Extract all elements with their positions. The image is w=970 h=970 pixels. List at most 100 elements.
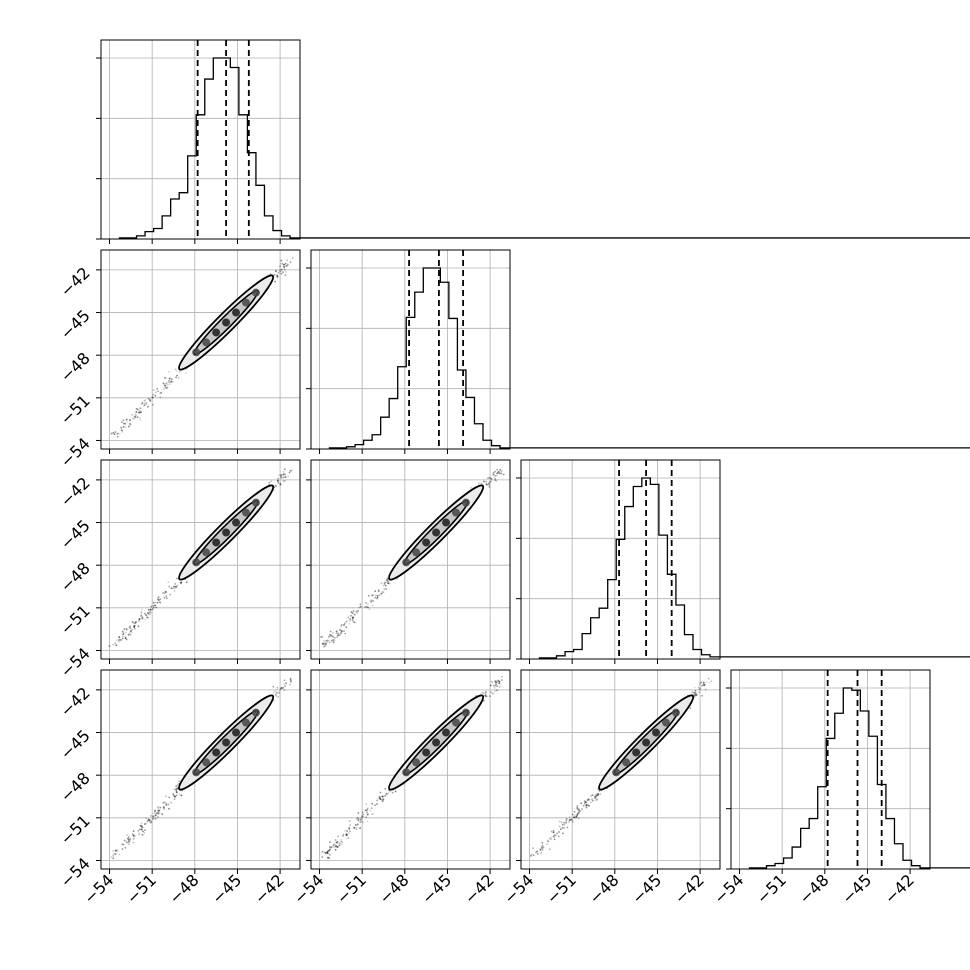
scatter-point [340,630,343,633]
scatter-point [132,834,135,836]
scatter-point [595,799,597,802]
scatter-point [391,791,394,794]
scatter-point [374,590,377,593]
scatter-point [131,833,134,836]
scatter-panel-r3-c1 [306,669,511,874]
scatter-point [133,625,136,628]
scatter-point [147,819,149,822]
scatter-point [380,591,383,594]
scatter-point [323,642,325,645]
scatter-point [550,830,553,833]
scatter-point [330,639,333,642]
scatter-point [493,473,495,476]
scatter-point [365,816,368,819]
scatter-point [280,475,282,478]
scatter-frame [310,459,511,660]
scatter-point [381,795,384,798]
scatter-point [162,382,165,384]
scatter-point [139,417,141,420]
scatter-point [276,275,279,278]
scatter-point [147,818,150,821]
scatter-point [332,638,335,641]
scatter-point [587,804,590,806]
scatter-point [144,829,146,832]
scatter-point [340,629,343,632]
scatter-point [494,474,497,477]
scatter-point [154,809,156,812]
scatter-point [348,820,351,823]
scatter-point [386,577,389,580]
scatter-point [581,808,584,811]
scatter-point [396,578,399,580]
scatter-point [597,792,599,795]
scatter-point [114,642,117,645]
scatter-point [132,841,135,844]
scatter-point [328,853,331,856]
scatter-point [493,690,496,692]
scatter-point [289,677,292,680]
scatter-point [379,797,381,800]
scatter-point [482,692,485,695]
scatter-point [286,264,289,266]
scatter-point [488,481,491,483]
scatter-point [115,644,118,647]
scatter-point [175,376,177,379]
scatter-point [324,644,327,647]
scatter-point [120,426,123,429]
scatter-point [167,807,170,810]
scatter-point [325,640,327,642]
scatter-point [335,845,337,847]
scatter-point [279,482,282,485]
y-tick-label: −42 [57,683,94,720]
scatter-point [279,265,281,268]
scatter-point [576,807,579,810]
scatter-point [490,477,493,480]
scatter-point [325,643,327,645]
scatter-point [574,816,577,819]
scatter-point [276,686,279,689]
scatter-point [595,793,598,796]
scatter-point [118,853,121,856]
scatter-point [539,848,542,851]
scatter-point [169,593,172,596]
scatter-point [146,820,149,823]
scatter-point [168,379,170,382]
scatter-point [321,643,324,646]
scatter-point [340,632,342,635]
scatter-point [118,640,120,643]
scatter-point [157,807,160,810]
scatter-point [320,636,323,638]
scatter-point [343,630,345,632]
scatter-point [280,473,283,476]
histogram-panel-2 [306,249,970,454]
scatter-point [148,611,151,613]
scatter-point [568,821,571,823]
scatter-point [332,641,335,644]
contour-core [422,538,431,547]
histogram-frame-2 [310,249,511,450]
scatter-point [289,683,292,686]
scatter-point [365,809,368,812]
scatter-point [178,793,181,795]
scatter-point [345,620,348,623]
scatter-point [175,788,177,791]
scatter-point [347,616,350,619]
scatter-point [569,818,572,821]
y-tick-label: −51 [57,391,94,428]
scatter-point [282,476,285,479]
scatter-point [168,383,171,386]
scatter-point [273,273,276,276]
contour-core [451,508,460,517]
scatter-point [272,692,275,694]
scatter-point [387,792,390,794]
scatter-point [558,825,561,828]
scatter-point [130,628,133,631]
scatter-point [157,806,159,808]
contour-core [612,768,621,777]
scatter-point [497,470,500,473]
scatter-point [583,802,586,805]
scatter-point [131,631,133,634]
scatter-point [145,402,148,404]
scatter-point [593,795,596,798]
scatter-panel-r3-c0 [96,669,301,874]
